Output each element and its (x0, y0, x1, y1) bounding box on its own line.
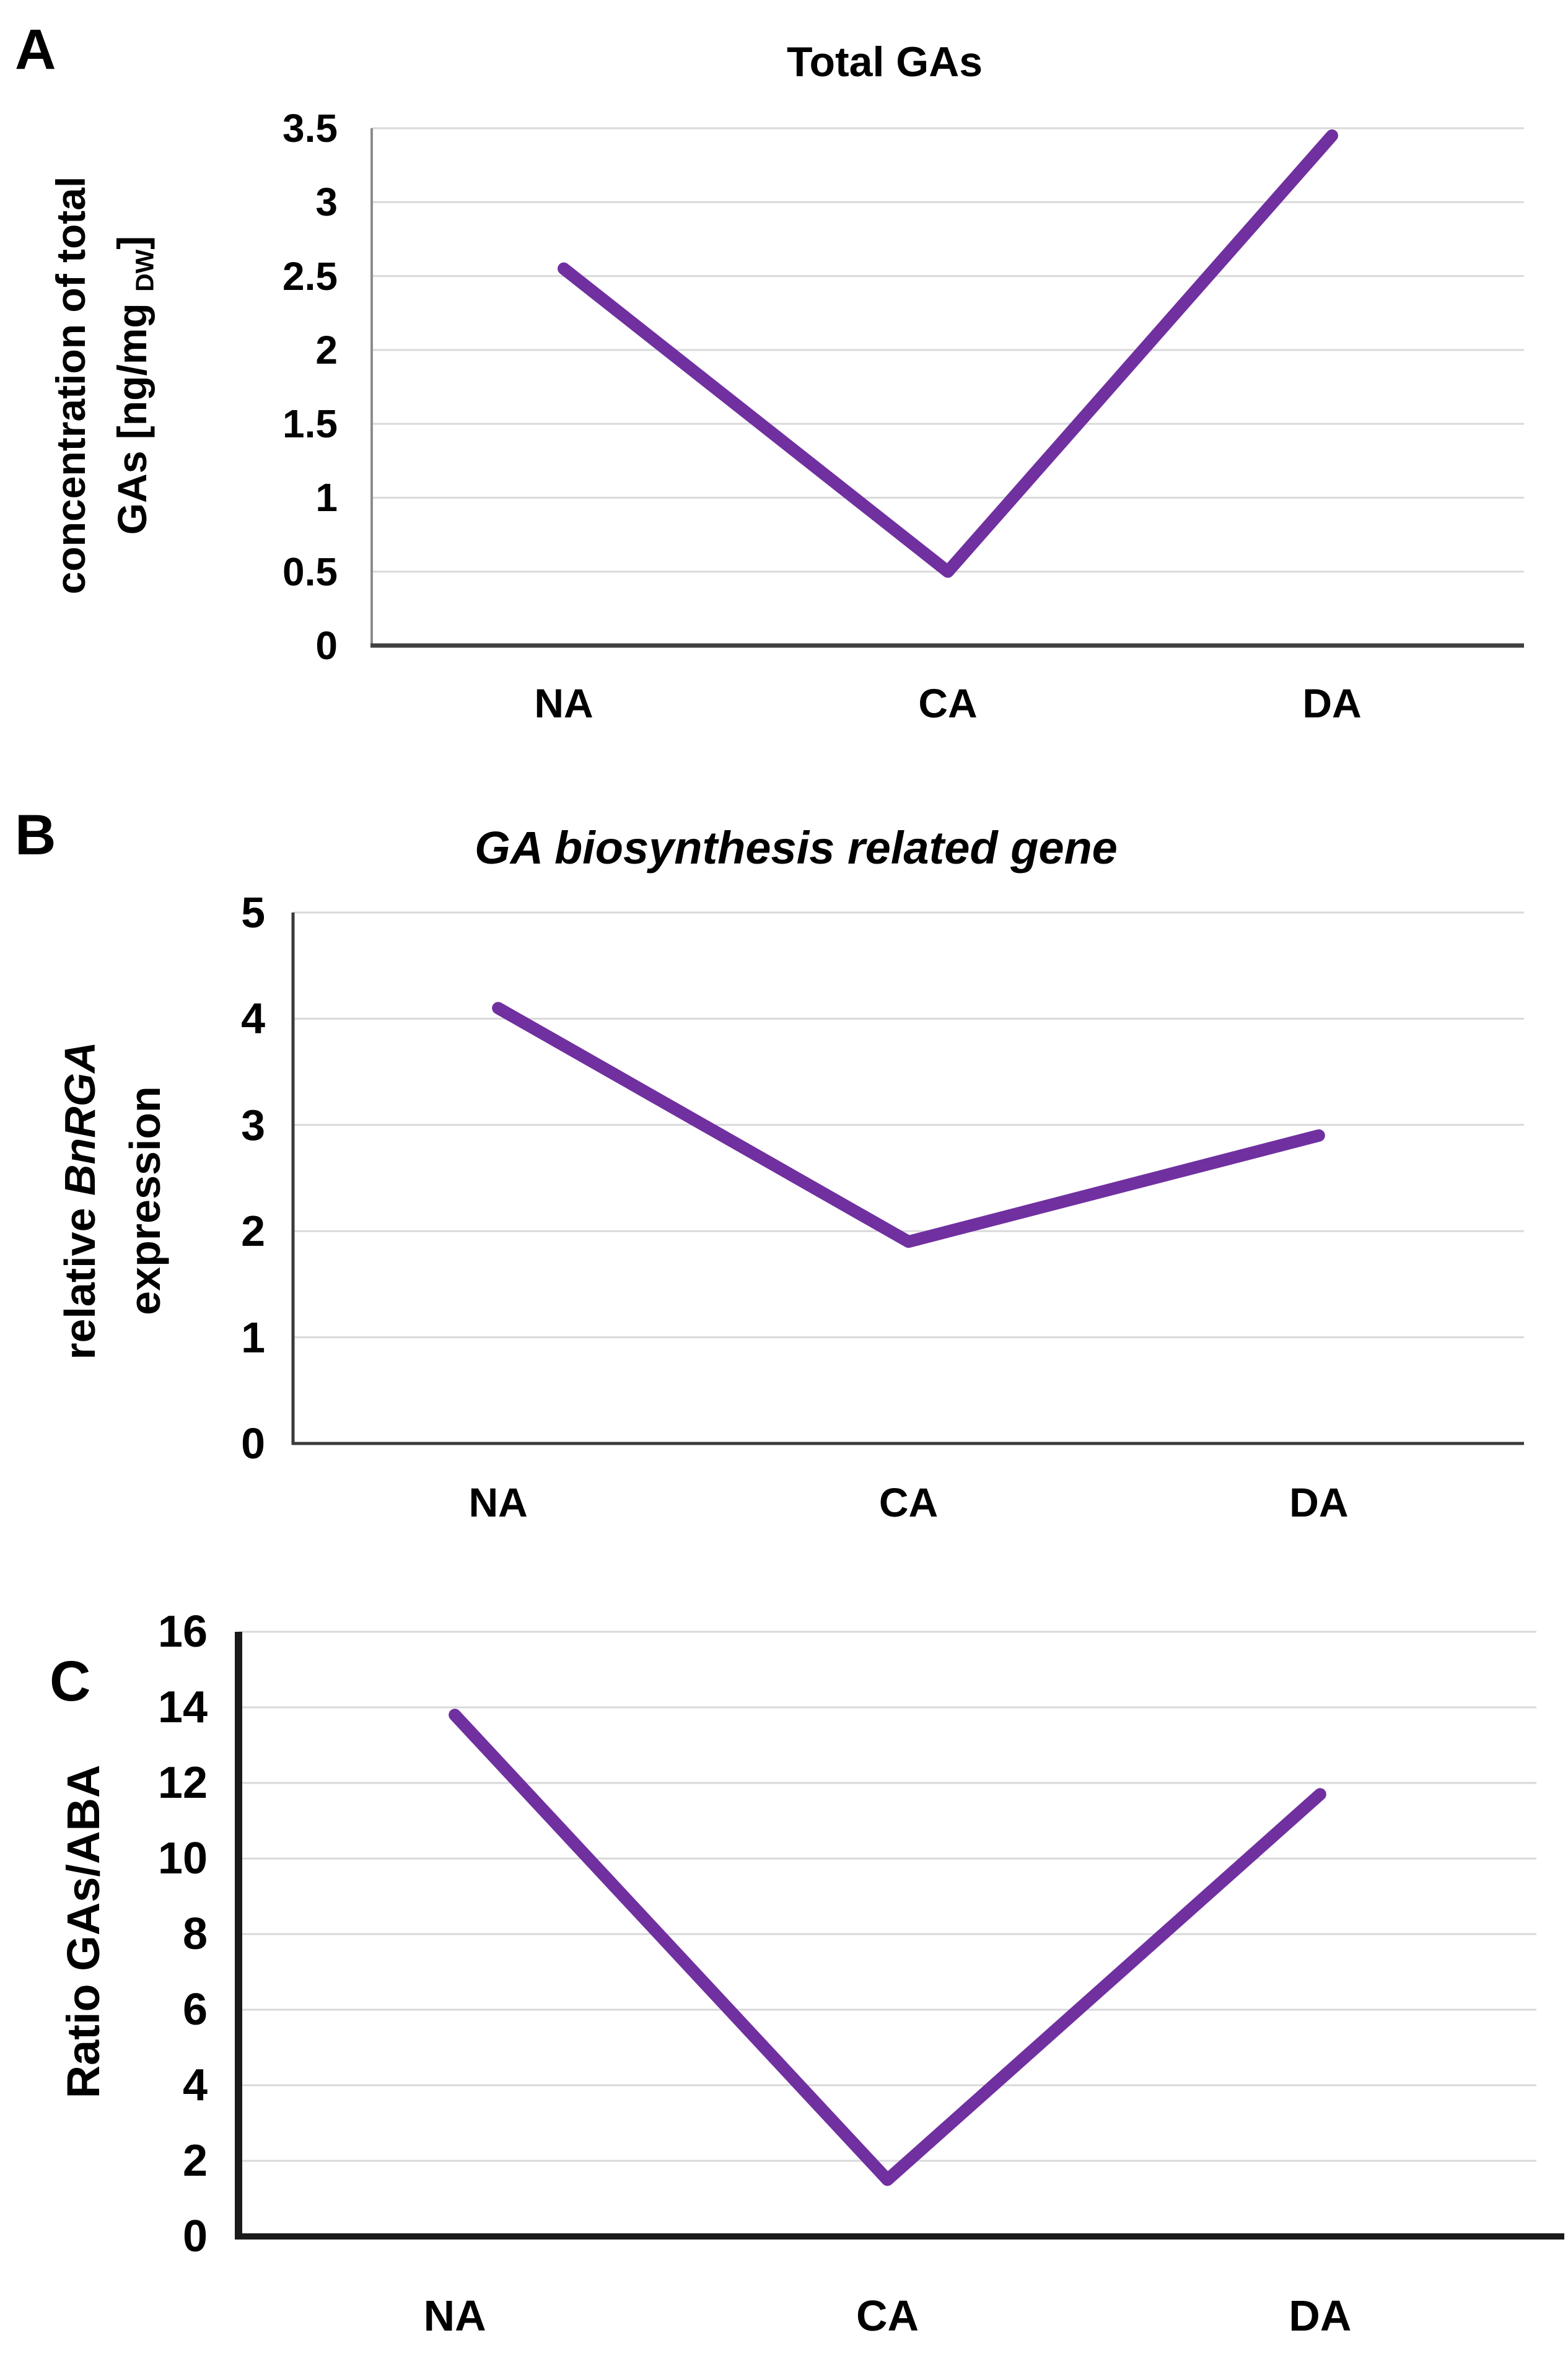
y-tick-label: 12 (157, 1758, 208, 1808)
y-tick-label: 0 (315, 623, 338, 668)
y-tick-label: 4 (241, 994, 265, 1043)
y-tick-label: 14 (157, 1683, 208, 1732)
data-series-line (558, 129, 1338, 578)
y-tick-label: 3 (241, 1100, 265, 1149)
y-tick-label: 0 (241, 1419, 265, 1468)
x-category-label: CA (878, 1479, 939, 1525)
panel-a-title: Total GAs (786, 38, 983, 85)
y-axis-title-line2-text: GAs [ng/mg (109, 291, 155, 535)
gene-name-bnrga: BnRGA (56, 1041, 104, 1196)
y-tick-label: 10 (157, 1834, 208, 1883)
x-category-label: NA (534, 680, 593, 726)
y-axis-title-line2-bracket: ] (109, 235, 155, 250)
y-tick-label: 4 (182, 2060, 208, 2110)
panel-a-y-axis-title: concentration of total GAs [ng/mg DW] (40, 177, 164, 595)
y-tick-label: 0.5 (283, 549, 338, 594)
x-category-label: CA (918, 680, 978, 726)
y-axis-title-line2: expression (121, 1086, 169, 1315)
panel-letter-c: C (50, 1650, 91, 1713)
panel-letter-a: A (15, 18, 56, 81)
y-axis-title-line2: GAs [ng/mg DW] (102, 177, 164, 595)
y-axis-title-line1: concentration of total (48, 176, 94, 595)
y-axis-title-line1: relative BnRGA (48, 1041, 113, 1360)
data-series-line (492, 1002, 1325, 1248)
y-tick-label: 3 (315, 180, 338, 225)
x-category-label: CA (856, 2292, 919, 2340)
y-tick-label: 8 (182, 1909, 208, 1959)
panel-letter-b: B (15, 804, 56, 867)
data-series-line (449, 1709, 1326, 2186)
y-tick-label: 5 (241, 888, 265, 937)
y-tick-label: 2 (241, 1207, 265, 1256)
panel-b-title: GA biosynthesis related gene (475, 822, 1118, 874)
x-category-label: NA (468, 1479, 528, 1525)
y-tick-label: 2 (315, 327, 338, 372)
y-tick-label: 1 (241, 1313, 265, 1362)
y-tick-label: 16 (157, 1607, 208, 1657)
y-tick-label: 2 (182, 2136, 208, 2186)
y-tick-label: 0 (182, 2212, 208, 2261)
panel-b-y-axis-title: relative BnRGA expression (48, 1041, 178, 1360)
subscript-dw: DW (130, 249, 159, 292)
panel-c-y-axis-title: Ratio GAs/ABA (58, 1764, 109, 2099)
y-tick-label: 6 (182, 1985, 208, 2034)
x-category-label: NA (423, 2292, 486, 2340)
x-category-label: DA (1289, 1479, 1349, 1525)
y-tick-label: 1.5 (283, 401, 338, 447)
y-tick-label: 2.5 (283, 253, 338, 299)
x-category-label: DA (1302, 680, 1362, 726)
x-category-label: DA (1289, 2292, 1352, 2340)
y-axis-title-relative: relative (56, 1196, 104, 1360)
y-tick-label: 1 (315, 475, 338, 520)
y-tick-label: 3.5 (283, 106, 338, 151)
